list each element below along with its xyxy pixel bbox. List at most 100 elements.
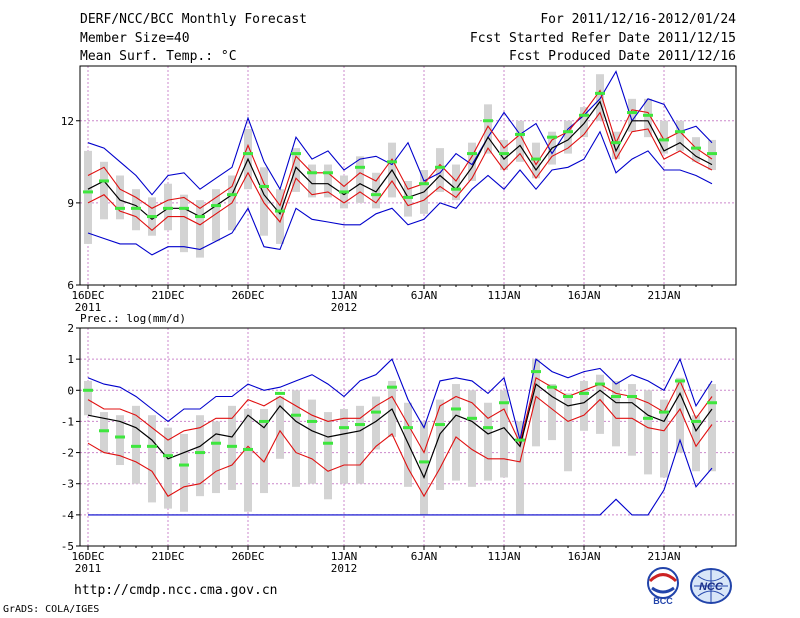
series-line-min	[87, 130, 713, 256]
y-tick-label: -5	[61, 540, 74, 553]
median-marker	[307, 171, 317, 175]
spread-bar	[436, 148, 444, 192]
spread-bar	[676, 120, 684, 151]
spread-bar	[228, 405, 236, 490]
ncc-logo: NCC	[688, 566, 734, 610]
y-tick-label: -1	[61, 415, 74, 428]
median-marker	[323, 441, 333, 445]
spread-bar	[340, 408, 348, 484]
x-tick-label: 11JAN	[487, 550, 520, 563]
median-marker	[291, 413, 301, 417]
panel-title: Prec.: log(mm/d)	[80, 312, 186, 325]
median-marker	[707, 401, 717, 405]
median-marker	[691, 419, 701, 423]
median-marker	[195, 451, 205, 455]
x-tick-year-label: 2012	[331, 562, 358, 575]
spread-bar	[420, 421, 428, 515]
x-tick-year-label: 2011	[75, 301, 102, 314]
spread-bar	[276, 189, 284, 244]
spread-bar	[580, 107, 588, 138]
spread-bar	[708, 384, 716, 472]
spread-bar	[308, 399, 316, 484]
spread-bar	[692, 415, 700, 472]
y-tick-label: 0	[67, 384, 74, 397]
median-marker	[435, 165, 445, 169]
x-tick-label: 21DEC	[151, 289, 184, 302]
x-tick-label: 11JAN	[487, 289, 520, 302]
spread-bar	[596, 374, 604, 434]
median-marker	[419, 460, 429, 464]
median-marker	[163, 206, 173, 210]
median-marker	[83, 388, 93, 392]
median-marker	[579, 113, 589, 117]
x-tick-label: 26DEC	[231, 550, 264, 563]
median-marker	[243, 152, 253, 156]
spread-bar	[500, 390, 508, 478]
median-marker	[147, 215, 157, 219]
spread-bar	[196, 415, 204, 497]
svg-text:NCC: NCC	[699, 581, 724, 593]
median-marker	[115, 206, 125, 210]
spread-bar	[644, 98, 652, 138]
spread-bar	[308, 164, 316, 198]
spread-bar	[260, 408, 268, 494]
median-marker	[659, 410, 669, 414]
series-line-max	[87, 357, 713, 441]
x-tick-label: 6JAN	[411, 550, 438, 563]
spread-bar	[628, 384, 636, 456]
series-line-min	[88, 438, 713, 516]
y-tick-label: -3	[61, 478, 74, 491]
median-marker	[643, 416, 653, 420]
x-tick-label: 1JAN	[331, 550, 358, 563]
median-marker	[371, 193, 381, 197]
median-marker	[643, 113, 653, 117]
x-tick-year-label: 2011	[75, 562, 102, 575]
median-marker	[579, 391, 589, 395]
median-marker	[371, 410, 381, 414]
y-tick-label: 9	[67, 197, 74, 210]
median-marker	[179, 206, 189, 210]
median-marker	[355, 423, 365, 427]
bcc-logo: BCC	[640, 566, 686, 610]
median-marker	[483, 119, 493, 123]
series-line-mean	[87, 383, 713, 480]
median-marker	[99, 179, 109, 183]
median-marker	[627, 395, 637, 399]
median-marker	[243, 447, 253, 451]
x-tick-label: 21JAN	[647, 289, 680, 302]
median-marker	[467, 152, 477, 156]
spread-bar	[580, 380, 588, 431]
plot-frame	[79, 65, 737, 286]
spread-bar	[660, 120, 668, 154]
spread-bar	[596, 74, 604, 121]
median-marker	[83, 190, 93, 194]
median-marker	[259, 184, 269, 188]
spread-bar	[164, 427, 172, 509]
series-line-mean-plus-sd	[87, 376, 713, 454]
spread-bar	[180, 433, 188, 512]
median-marker	[195, 215, 205, 219]
median-marker	[515, 438, 525, 442]
spread-bar	[100, 161, 108, 220]
y-tick-label: 6	[67, 279, 74, 292]
median-marker	[515, 132, 525, 136]
spread-bar	[196, 200, 204, 258]
spread-bar	[100, 412, 108, 453]
spread-bar	[84, 150, 92, 244]
median-marker	[483, 426, 493, 430]
x-tick-label: 16JAN	[567, 550, 600, 563]
y-tick-label: 2	[67, 322, 74, 335]
svg-text:BCC: BCC	[653, 596, 673, 606]
median-marker	[451, 187, 461, 191]
median-marker	[691, 146, 701, 150]
median-marker	[707, 152, 717, 156]
spread-bar	[516, 120, 524, 162]
median-marker	[99, 429, 109, 433]
x-tick-label: 21DEC	[151, 550, 184, 563]
spread-bar	[564, 393, 572, 472]
source-url[interactable]: http://cmdp.ncc.cma.gov.cn	[74, 583, 278, 598]
x-tick-year-label: 2012	[331, 301, 358, 314]
spread-bar	[468, 142, 476, 181]
spread-bar	[84, 380, 92, 416]
